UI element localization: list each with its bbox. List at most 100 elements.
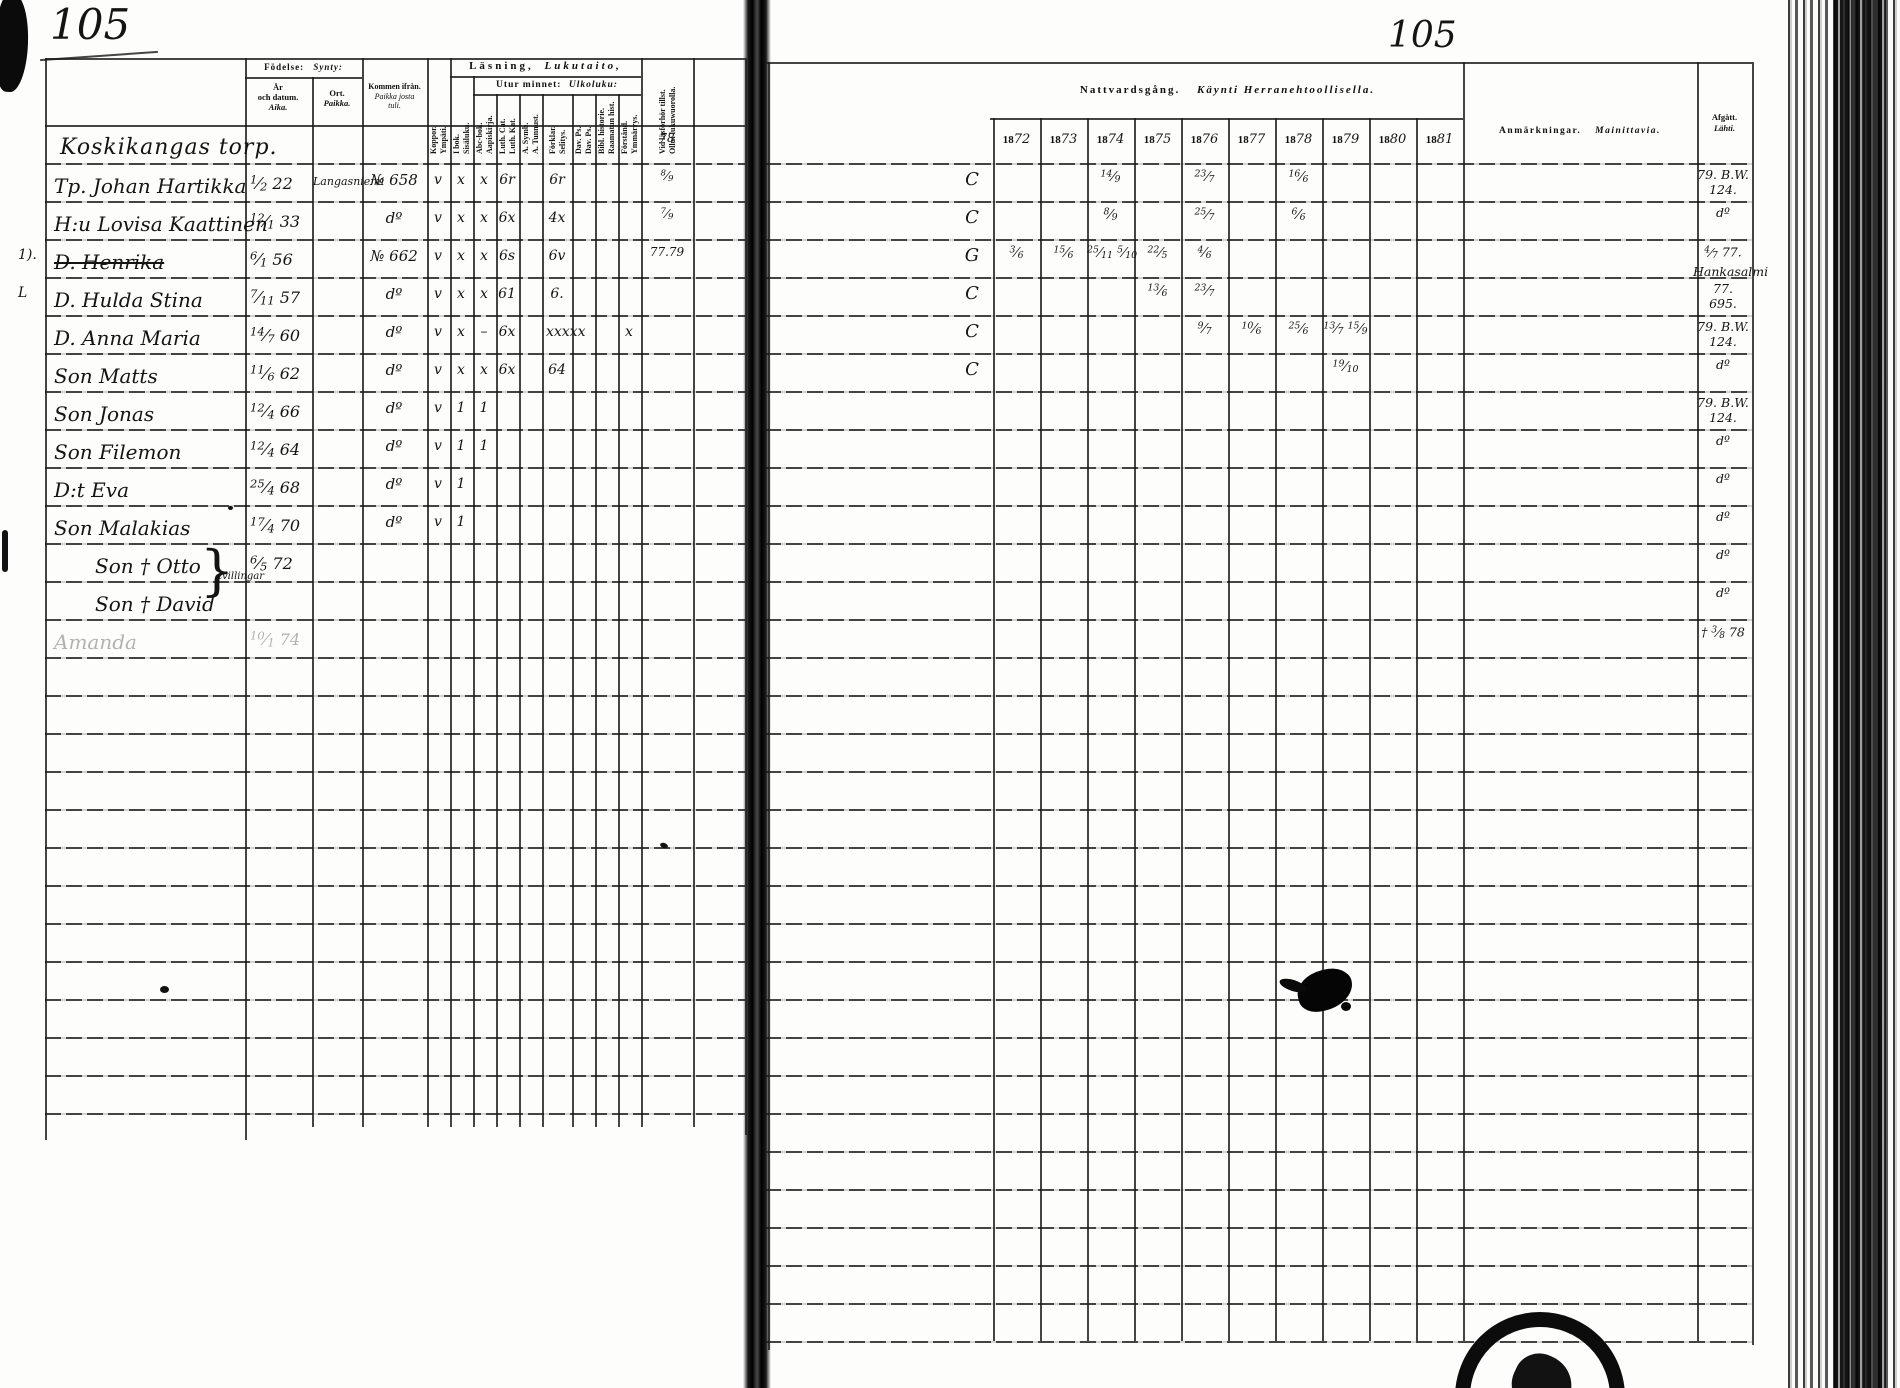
communion-date-1876: 23⁄7 bbox=[1194, 168, 1215, 185]
birth-header-sv: Födelse: bbox=[264, 62, 305, 72]
grid-line bbox=[765, 1151, 1752, 1153]
grid-line bbox=[1322, 118, 1324, 1341]
grid-line bbox=[1087, 118, 1089, 1341]
grid-line bbox=[641, 58, 643, 1127]
grid-line bbox=[45, 353, 745, 355]
examination-mark: 8⁄9 bbox=[660, 169, 674, 185]
entry-birthdate: 7⁄11 57 bbox=[250, 286, 301, 308]
entry-came-from: dº bbox=[385, 209, 403, 227]
grid-line bbox=[45, 581, 745, 583]
communion-date-1876: 4⁄6 bbox=[1197, 244, 1212, 261]
communion-margin-mark: C bbox=[965, 359, 979, 380]
grid-line bbox=[1275, 118, 1277, 1341]
grid-line bbox=[362, 58, 364, 1127]
grid-line bbox=[1697, 62, 1699, 1341]
ink-blot bbox=[1277, 962, 1363, 1022]
reading-mark-abc: 1 bbox=[479, 400, 489, 416]
reading-mark-koppor: v bbox=[434, 324, 442, 340]
grid-line bbox=[765, 543, 1752, 545]
entry-name: Son † Otto bbox=[95, 554, 201, 578]
reading-mark-abc: x bbox=[480, 248, 488, 264]
by-heart-header: Utur minnet: Ulkoluku: bbox=[473, 80, 641, 90]
grid-line bbox=[496, 94, 498, 1127]
reading-header-sv: Läsning, bbox=[469, 60, 534, 72]
departed-note: dº bbox=[1716, 357, 1730, 372]
communion-margin-mark: C bbox=[965, 321, 979, 342]
grid-line bbox=[519, 94, 521, 1127]
entry-birthplace: Langasniemi bbox=[313, 175, 385, 188]
communion-date-1876: 9⁄7 bbox=[1197, 320, 1212, 337]
grid-line bbox=[45, 1037, 745, 1039]
entry-name: D:t Eva bbox=[54, 478, 129, 502]
reading-mark-ibok: 1 bbox=[456, 438, 466, 454]
scan-speck bbox=[2, 530, 8, 572]
grid-line bbox=[45, 771, 745, 773]
departed-note: dº bbox=[1716, 585, 1730, 600]
departed-header: Afgått. Lähti. bbox=[1697, 112, 1752, 134]
entry-birthdate: 12⁄4 64 bbox=[250, 438, 301, 460]
departed-note: dº bbox=[1716, 433, 1730, 448]
reading-mark-abc: x bbox=[480, 210, 488, 226]
grid-line bbox=[45, 543, 745, 545]
grid-line bbox=[765, 1341, 1752, 1343]
departed-note: 77. 695. bbox=[1709, 281, 1737, 311]
communion-date-1874: 25⁄11 5⁄10 bbox=[1087, 244, 1138, 261]
grid-line bbox=[1752, 62, 1754, 1345]
reading-header: Läsning, Lukutaito, bbox=[450, 60, 641, 72]
communion-date-1873: 15⁄6 bbox=[1053, 244, 1074, 261]
entry-birthdate: 11⁄6 62 bbox=[250, 362, 301, 384]
year-label-1875: 1875 bbox=[1143, 132, 1172, 147]
date-column-header: År och datum. Aika. bbox=[246, 82, 310, 112]
by-heart-fi: Ulkoluku: bbox=[568, 80, 618, 90]
departed-note: 79. B.W. 124. bbox=[1697, 395, 1749, 425]
grid-line bbox=[765, 239, 1752, 241]
grid-line bbox=[765, 1075, 1752, 1077]
entry-came-from: № 662 bbox=[370, 247, 418, 265]
grid-line bbox=[45, 239, 745, 241]
year-label-1873: 1873 bbox=[1049, 132, 1078, 147]
communion-date-1876: 25⁄7 bbox=[1194, 206, 1215, 223]
grid-line bbox=[45, 847, 745, 849]
date-col-fi: Aika. bbox=[268, 102, 288, 112]
ink-stamp bbox=[1455, 1312, 1625, 1388]
grid-line bbox=[312, 77, 314, 1127]
departed-note: 79. B.W. 124. bbox=[1697, 319, 1749, 349]
grid-line bbox=[45, 657, 745, 659]
remarks-header-fi: Mainittavia. bbox=[1595, 126, 1661, 136]
reading-mark-koppor: v bbox=[434, 514, 442, 530]
grid-line bbox=[45, 961, 745, 963]
grid-line bbox=[765, 1227, 1752, 1229]
grid-line bbox=[595, 94, 597, 1127]
scan-speck bbox=[228, 506, 233, 510]
grid-line bbox=[45, 315, 745, 317]
year-label-1876: 1876 bbox=[1190, 132, 1219, 147]
reading-mark-ibok: x bbox=[457, 248, 465, 264]
grid-line bbox=[1040, 118, 1042, 1341]
column-header-3: Abc-bok. Aapiskirja. bbox=[475, 115, 494, 154]
reading-mark-koppor: v bbox=[434, 172, 442, 188]
entry-birthdate: 25⁄4 68 bbox=[250, 476, 301, 498]
entry-came-from: dº bbox=[385, 323, 403, 341]
grid-line bbox=[765, 1265, 1752, 1267]
departed-note: dº bbox=[1716, 547, 1730, 562]
grid-line bbox=[45, 125, 745, 127]
came-from-column-header: Kommen ifrån. Paikka josta tuli. bbox=[363, 82, 426, 111]
grid-line bbox=[450, 76, 641, 78]
grid-line bbox=[1228, 118, 1230, 1341]
examination-mark: 78 bbox=[659, 131, 675, 145]
grid-line bbox=[45, 809, 745, 811]
grid-line bbox=[245, 58, 247, 1140]
reading-mark-abc: x bbox=[480, 362, 488, 378]
grid-line bbox=[245, 77, 362, 79]
year-label-1874: 1874 bbox=[1096, 132, 1125, 147]
place-col-sv: Ort. bbox=[329, 88, 345, 98]
grid-line bbox=[45, 1113, 745, 1115]
grid-line bbox=[993, 118, 995, 1341]
entry-came-from: dº bbox=[385, 399, 403, 417]
reading-mark-selitys: 4x bbox=[548, 210, 566, 226]
reading-mark-cat: 6x bbox=[498, 362, 516, 378]
departed-header-fi: Lähti. bbox=[1713, 123, 1736, 133]
column-header-9: Förstånd. Ymmärrys. bbox=[620, 114, 639, 154]
reading-mark-ibok: x bbox=[457, 362, 465, 378]
